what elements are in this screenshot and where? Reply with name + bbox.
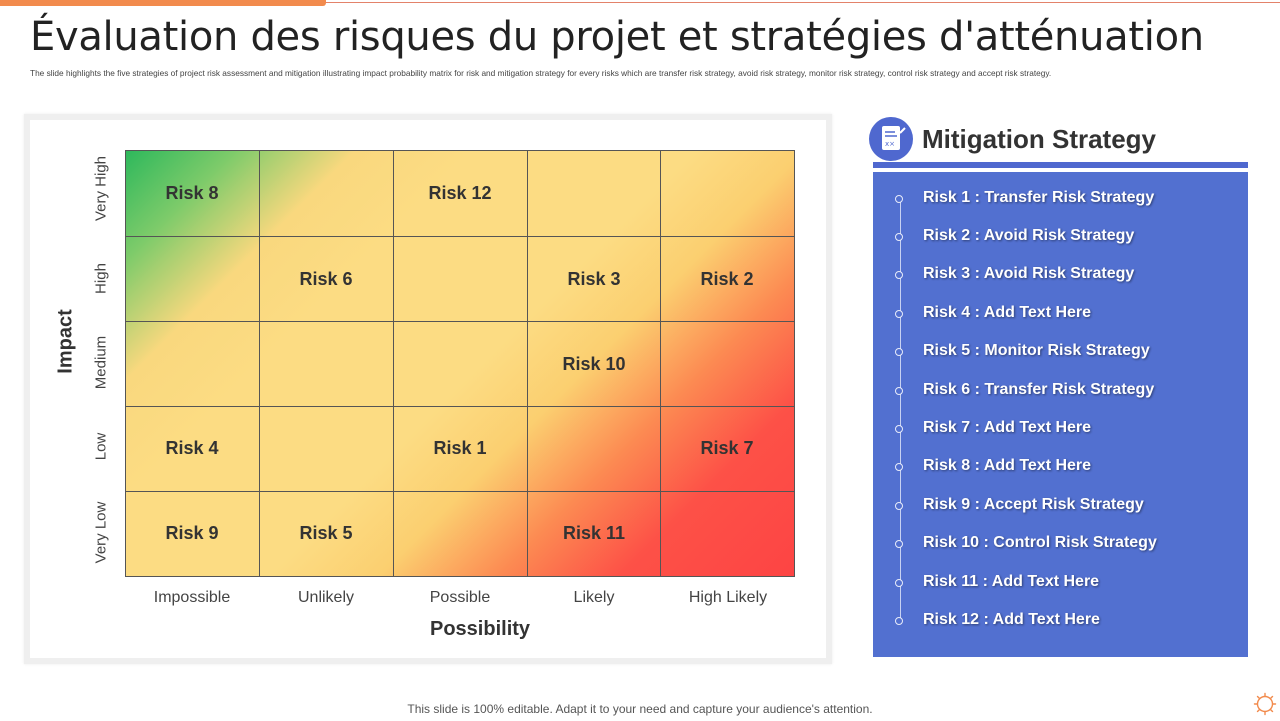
strategy-item-risk-12: Risk 12 : Add Text Here: [923, 611, 1100, 628]
grid-line: [125, 236, 795, 237]
timeline-dot: [895, 579, 903, 587]
cell-risk-6: Risk 6: [299, 269, 353, 289]
strategy-item-risk-8: Risk 8 : Add Text Here: [923, 457, 1092, 474]
strategy-item-risk-9: Risk 9 : Accept Risk Strategy: [923, 496, 1144, 513]
strategy-item-risk-2: Risk 2 : Avoid Risk Strategy: [923, 227, 1135, 244]
slide-subtitle: The slide highlights the five strategies…: [30, 68, 1052, 78]
x-tick-likely: Likely: [573, 589, 615, 606]
timeline-dot: [895, 425, 903, 433]
y-tick-very-low: Very Low: [92, 501, 110, 564]
timeline-dot: [895, 463, 903, 471]
timeline-dot: [895, 310, 903, 318]
cell-risk-11: Risk 11: [562, 523, 626, 543]
grid-line: [527, 150, 528, 577]
top-rule: [0, 2, 1280, 3]
x-tick-impossible: Impossible: [153, 589, 231, 606]
cell-risk-2: Risk 2: [700, 269, 754, 289]
svg-text:x×: x×: [885, 140, 895, 148]
timeline-dot: [895, 233, 903, 241]
timeline-dot: [895, 617, 903, 625]
cell-risk-12: Risk 12: [428, 183, 492, 203]
x-axis-label: Possibility: [430, 618, 531, 640]
strategy-item-risk-7: Risk 7 : Add Text Here: [923, 419, 1092, 436]
cell-risk-3: Risk 3: [567, 269, 621, 289]
timeline-dot: [895, 195, 903, 203]
risk-matrix-grid: [125, 150, 795, 577]
footer-note: This slide is 100% editable. Adapt it to…: [407, 702, 873, 716]
grid-line: [660, 150, 661, 577]
gear-outline-icon: [1253, 692, 1277, 721]
grid-line: [125, 406, 795, 407]
strategy-item-risk-1: Risk 1 : Transfer Risk Strategy: [923, 189, 1155, 206]
x-tick-high-likely: High Likely: [688, 589, 768, 606]
mitigation-panel: [873, 172, 1248, 657]
strategy-item-risk-5: Risk 5 : Monitor Risk Strategy: [923, 342, 1150, 359]
y-tick-low: Low: [92, 432, 110, 461]
x-tick-possible: Possible: [429, 589, 491, 606]
timeline-dot: [895, 271, 903, 279]
timeline-line: [900, 198, 901, 622]
strategy-item-risk-6: Risk 6 : Transfer Risk Strategy: [923, 381, 1155, 398]
strategy-item-risk-3: Risk 3 : Avoid Risk Strategy: [923, 265, 1135, 282]
strategy-item-risk-4: Risk 4 : Add Text Here: [923, 304, 1092, 321]
y-axis-label: Impact: [54, 309, 77, 374]
y-tick-very-high: Very High: [92, 155, 110, 222]
cell-risk-7: Risk 7: [700, 438, 754, 458]
grid-line: [125, 321, 795, 322]
grid-line: [125, 491, 795, 492]
top-accent-bar: [0, 0, 326, 6]
panel-title-rule: [873, 162, 1248, 168]
grid-line: [393, 150, 394, 577]
x-tick-unlikely: Unlikely: [297, 589, 354, 606]
timeline-dot: [895, 540, 903, 548]
timeline-dot: [895, 348, 903, 356]
cell-risk-4: Risk 4: [165, 438, 219, 458]
timeline-dot: [895, 387, 903, 395]
timeline-dot: [895, 502, 903, 510]
cell-risk-5: Risk 5: [299, 523, 353, 543]
slide-title: Évaluation des risques du projet et stra…: [30, 14, 1204, 60]
panel-title: Mitigation Strategy: [922, 124, 1157, 154]
cell-risk-8: Risk 8: [165, 183, 219, 203]
document-icon: x×: [869, 117, 913, 161]
strategy-item-risk-11: Risk 11 : Add Text Here: [923, 573, 1100, 590]
cell-risk-10: Risk 10: [562, 354, 626, 374]
strategy-item-risk-10: Risk 10 : Control Risk Strategy: [923, 534, 1157, 551]
cell-risk-1: Risk 1: [433, 438, 487, 458]
grid-line: [259, 150, 260, 577]
cell-risk-9: Risk 9: [165, 523, 219, 543]
